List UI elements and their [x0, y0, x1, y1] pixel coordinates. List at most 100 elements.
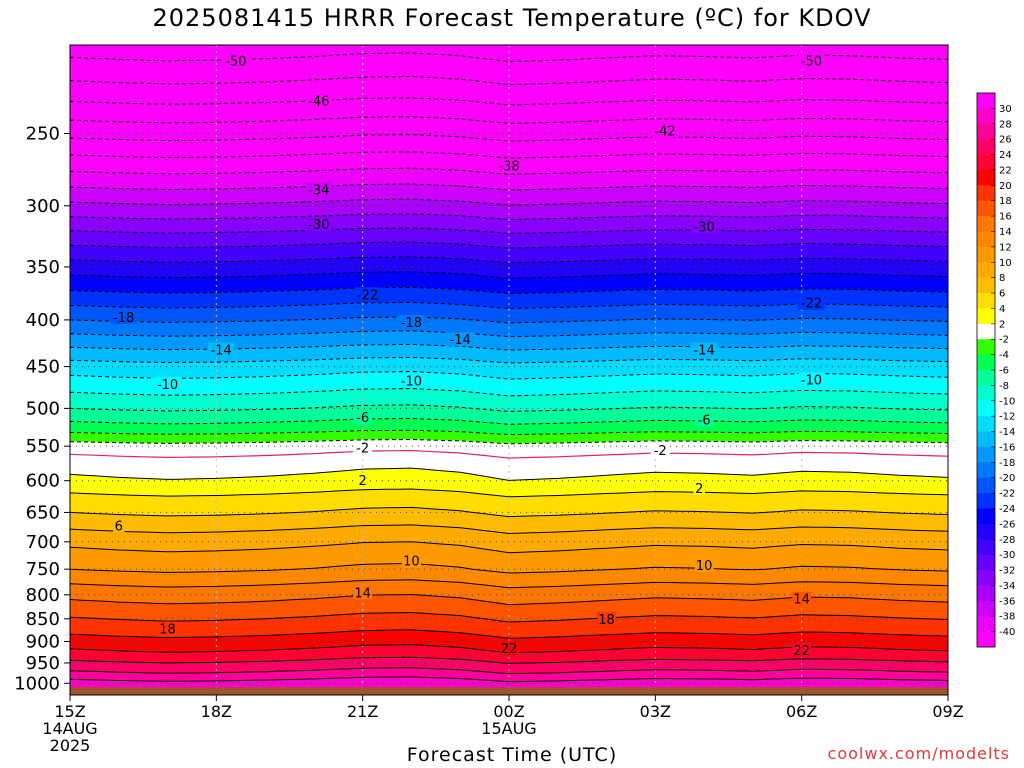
contour-label: -2 — [353, 440, 373, 457]
contour-label-bg — [110, 309, 137, 324]
colorbar-label: -2 — [999, 335, 1009, 346]
colorbar-swatch — [977, 185, 995, 202]
contour-label-bg — [356, 473, 369, 488]
y-tick-label: 950 — [26, 653, 60, 674]
isotherm — [70, 611, 948, 623]
colorbar-label: 16 — [999, 212, 1012, 223]
y-tick-label: 400 — [26, 310, 60, 331]
contour-label-text: 10 — [696, 559, 713, 574]
contour-label: 14 — [353, 585, 373, 601]
contour-label-bg — [694, 557, 714, 572]
colorbar-swatch — [977, 416, 995, 432]
contour-label-text: -50 — [801, 55, 822, 70]
colorbar-label: -18 — [999, 458, 1015, 469]
freezing-level-line — [70, 449, 948, 459]
contour-label-text: 6 — [115, 520, 123, 535]
contour-label-bg — [798, 372, 825, 387]
contour-label-text: -2 — [356, 442, 369, 457]
x-tick-label: 03Z — [640, 702, 671, 721]
colorbar-label: -6 — [999, 366, 1009, 377]
colorbar-label: -4 — [999, 350, 1009, 361]
contour-label-text: -30 — [308, 218, 329, 233]
colorbar-label: 20 — [999, 181, 1012, 192]
contour-label-text: -6 — [356, 411, 369, 426]
credit-link[interactable]: coolwx.com/modelts — [827, 744, 1010, 763]
contour-label: 10 — [694, 557, 714, 574]
contour-label-text: -22 — [801, 297, 822, 312]
y-tick-label: 500 — [26, 398, 60, 419]
contour-label-bg — [651, 123, 679, 138]
contour-label: -50 — [798, 53, 825, 70]
contour-label-text: -50 — [225, 55, 246, 70]
contour-label-text: 22 — [501, 642, 518, 657]
x-tick-label: 06Z — [786, 702, 817, 721]
contour-label-text: 2 — [695, 482, 703, 497]
colorbar: 30 28 26 24 22 20 18 16 14 12 10 8 6 4 2 -2 -4 -6 -8 -10 -12… — [976, 92, 1015, 648]
contour-label-bg — [792, 591, 812, 606]
contour-label: -10 — [154, 376, 181, 393]
colorbar-label: -20 — [999, 473, 1015, 484]
contour-label-text: 2 — [359, 474, 367, 489]
colorbar-label: -34 — [999, 581, 1015, 592]
colorbar-swatch — [977, 446, 995, 463]
colorbar-swatch — [977, 631, 995, 648]
contour-label-text: -34 — [308, 184, 329, 199]
contour-label-bg — [650, 442, 670, 457]
colorbar-label: -38 — [999, 612, 1015, 623]
contour-label-text: -38 — [498, 159, 519, 174]
isotherm — [70, 467, 948, 481]
colorbar-label: -12 — [999, 412, 1015, 423]
contour-label-text: 10 — [403, 555, 420, 570]
contour-label-bg — [353, 585, 373, 600]
y-tick-label: 300 — [26, 196, 60, 217]
contour-label: 18 — [158, 621, 178, 638]
colorbar-label: -32 — [999, 566, 1015, 577]
contour-label: -14 — [446, 332, 474, 348]
colorbar-swatch — [977, 154, 995, 171]
contour-label-bg — [305, 216, 333, 231]
isotherm — [70, 667, 948, 675]
colorbar-label: 12 — [999, 242, 1012, 253]
colorbar-swatch — [977, 293, 995, 309]
contour-label-bg — [798, 295, 825, 310]
x-tick-label: 00Z — [493, 702, 524, 721]
colorbar-label: -8 — [999, 381, 1009, 392]
contour-label-bg — [154, 376, 181, 391]
y-tick-label: 550 — [26, 436, 60, 457]
isotherm — [70, 438, 948, 445]
contour-label: 22 — [499, 641, 519, 657]
y-tick-label: 900 — [26, 631, 60, 652]
colorbar-swatch — [977, 246, 995, 263]
colorbar-label: 8 — [999, 273, 1005, 284]
colorbar-label: -40 — [999, 627, 1015, 638]
contour-label-bg — [499, 641, 519, 656]
contour-label-bg — [694, 412, 714, 427]
colorbar-swatch — [977, 354, 995, 371]
colorbar-swatch — [977, 339, 995, 355]
contour-label-text: -6 — [698, 413, 711, 428]
colorbar-label: -30 — [999, 550, 1015, 561]
contour-label-bg — [222, 53, 250, 68]
contour-label: -14 — [690, 342, 718, 358]
contour-label: -30 — [305, 216, 333, 233]
isotherm — [70, 541, 948, 554]
contour-label: 22 — [792, 642, 812, 659]
x-axis-title: Forecast Time (UTC) — [406, 744, 618, 766]
contour-label-bg — [305, 182, 333, 197]
colorbar-swatch — [977, 431, 995, 448]
contour-label: 18 — [597, 611, 617, 628]
x-tick-label: 18Z — [201, 702, 232, 721]
contour-labels: -50 -50-46-42-38-34-30 -30-22-22-18 -18-14-… — [110, 53, 825, 659]
colorbar-swatch — [977, 554, 995, 571]
contour-label: -14 — [207, 342, 235, 358]
ground-surface — [70, 687, 948, 695]
contour-label-bg — [207, 342, 235, 357]
colorbar-swatch — [977, 400, 995, 417]
isotherm — [70, 524, 948, 535]
contour-label-bg — [690, 342, 718, 357]
contour-label: -6 — [353, 410, 373, 426]
colorbar-label: 18 — [999, 196, 1012, 207]
contour-label: -30 — [690, 219, 718, 235]
colorbar-swatch — [977, 216, 995, 232]
